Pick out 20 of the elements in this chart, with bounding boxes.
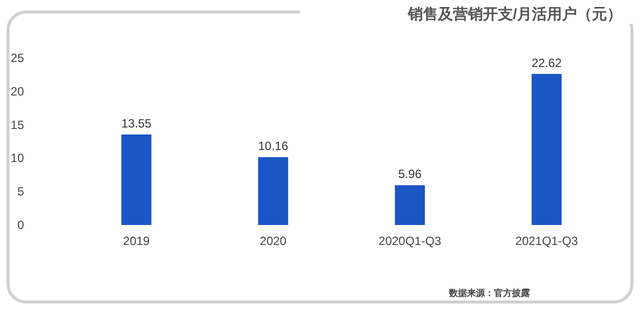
y-tick-label: 20 (10, 84, 24, 98)
bar (258, 157, 288, 225)
x-tick-label: 2019 (123, 234, 150, 248)
data-label: 13.55 (121, 116, 152, 130)
data-label: 22.62 (532, 56, 562, 70)
bar (394, 185, 425, 225)
source-note: 数据来源：官方披露 (448, 288, 530, 298)
bar (121, 134, 152, 225)
data-label: 5.96 (398, 167, 422, 182)
y-tick-label: 0 (17, 218, 24, 232)
y-tick-label: 10 (10, 151, 24, 166)
data-label: 10.16 (258, 139, 288, 154)
bar (532, 74, 562, 225)
y-tick-label: 5 (17, 184, 24, 199)
x-tick-label: 2020 (260, 234, 287, 248)
x-tick-label: 2020Q1-Q3 (378, 234, 442, 248)
y-tick-label: 25 (10, 51, 24, 65)
chart-title: 销售及营销开支/月活用户（元） (406, 5, 622, 23)
x-tick-label: 2021Q1-Q3 (515, 234, 578, 248)
y-tick-label: 15 (10, 118, 24, 132)
